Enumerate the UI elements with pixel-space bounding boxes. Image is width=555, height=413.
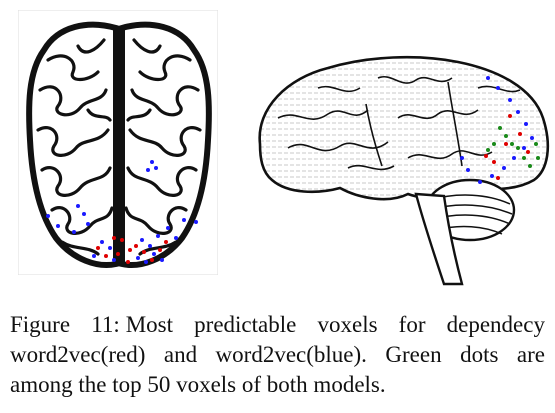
voxel-dot-blue bbox=[56, 224, 60, 228]
voxel-dot-blue bbox=[108, 246, 112, 250]
voxel-dot-blue bbox=[112, 258, 116, 262]
voxel-dot-blue bbox=[194, 220, 198, 224]
voxel-dot-red bbox=[496, 176, 500, 180]
voxel-dot-green bbox=[528, 164, 532, 168]
voxel-dot-red bbox=[120, 238, 124, 242]
figure-illustration bbox=[18, 10, 550, 286]
voxel-dot-red bbox=[164, 240, 168, 244]
voxel-dot-blue bbox=[478, 180, 482, 184]
voxel-dot-blue bbox=[486, 76, 490, 80]
voxel-dot-blue bbox=[160, 258, 164, 262]
voxel-dot-red bbox=[508, 114, 512, 118]
voxel-dot-blue bbox=[156, 234, 160, 238]
voxel-dot-blue bbox=[92, 254, 96, 258]
voxel-dot-red bbox=[126, 260, 130, 264]
voxel-dot-red bbox=[484, 154, 488, 158]
brain-top-view-icon bbox=[18, 10, 218, 275]
figure-caption: Figure 11: Most predictable voxels for de… bbox=[10, 310, 545, 400]
figure-label: Figure 11: bbox=[10, 312, 120, 337]
voxel-dot-blue bbox=[150, 160, 154, 164]
voxel-dot-red bbox=[116, 252, 120, 256]
voxel-dot-blue bbox=[174, 236, 178, 240]
voxel-dot-blue bbox=[152, 252, 156, 256]
brain-side-view-icon bbox=[258, 55, 550, 286]
voxel-dot-blue bbox=[530, 136, 534, 140]
voxel-dot-red bbox=[150, 258, 154, 262]
voxel-dot-blue bbox=[182, 218, 186, 222]
voxel-dot-red bbox=[492, 160, 496, 164]
voxel-dot-blue bbox=[466, 168, 470, 172]
voxel-dot-green bbox=[510, 142, 514, 146]
voxel-dot-green bbox=[492, 142, 496, 146]
voxel-dot-green bbox=[504, 134, 508, 138]
voxel-dot-blue bbox=[460, 156, 464, 160]
voxel-dot-blue bbox=[140, 238, 144, 242]
voxel-dot-green bbox=[486, 148, 490, 152]
voxel-dot-blue bbox=[490, 174, 494, 178]
voxel-dot-blue bbox=[524, 122, 528, 126]
voxel-dot-green bbox=[522, 156, 526, 160]
voxel-dot-blue bbox=[82, 212, 86, 216]
voxel-dot-blue bbox=[522, 146, 526, 150]
voxel-dot-red bbox=[134, 244, 138, 248]
voxel-dot-blue bbox=[166, 226, 170, 230]
voxel-dot-blue bbox=[76, 204, 80, 208]
voxel-dot-red bbox=[526, 150, 530, 154]
voxel-dot-green bbox=[534, 142, 538, 146]
voxel-dot-blue bbox=[148, 244, 152, 248]
voxel-dot-red bbox=[112, 236, 116, 240]
voxel-dot-blue bbox=[86, 222, 90, 226]
voxel-dot-blue bbox=[146, 168, 150, 172]
voxel-dot-blue bbox=[154, 166, 158, 170]
voxel-dot-green bbox=[498, 126, 502, 130]
voxel-dot-blue bbox=[496, 86, 500, 90]
voxel-dot-green bbox=[536, 156, 540, 160]
voxel-dot-red bbox=[518, 132, 522, 136]
voxel-dot-red bbox=[158, 248, 162, 252]
voxel-dot-red bbox=[142, 250, 146, 254]
voxel-dot-blue bbox=[72, 230, 76, 234]
voxel-dot-blue bbox=[512, 156, 516, 160]
voxel-dot-green bbox=[516, 146, 520, 150]
voxel-dot-blue bbox=[144, 260, 148, 264]
voxel-dot-red bbox=[96, 246, 100, 250]
voxel-dot-red bbox=[128, 248, 132, 252]
caption-text: Most predictable voxels for dependecy wo… bbox=[10, 312, 545, 397]
voxel-dot-blue bbox=[46, 214, 50, 218]
voxel-dot-blue bbox=[516, 110, 520, 114]
voxel-dot-blue bbox=[508, 98, 512, 102]
voxel-dot-red bbox=[104, 254, 108, 258]
voxel-dot-blue bbox=[136, 256, 140, 260]
voxel-dot-blue bbox=[502, 166, 506, 170]
voxel-dot-red bbox=[504, 142, 508, 146]
voxel-dot-blue bbox=[100, 240, 104, 244]
